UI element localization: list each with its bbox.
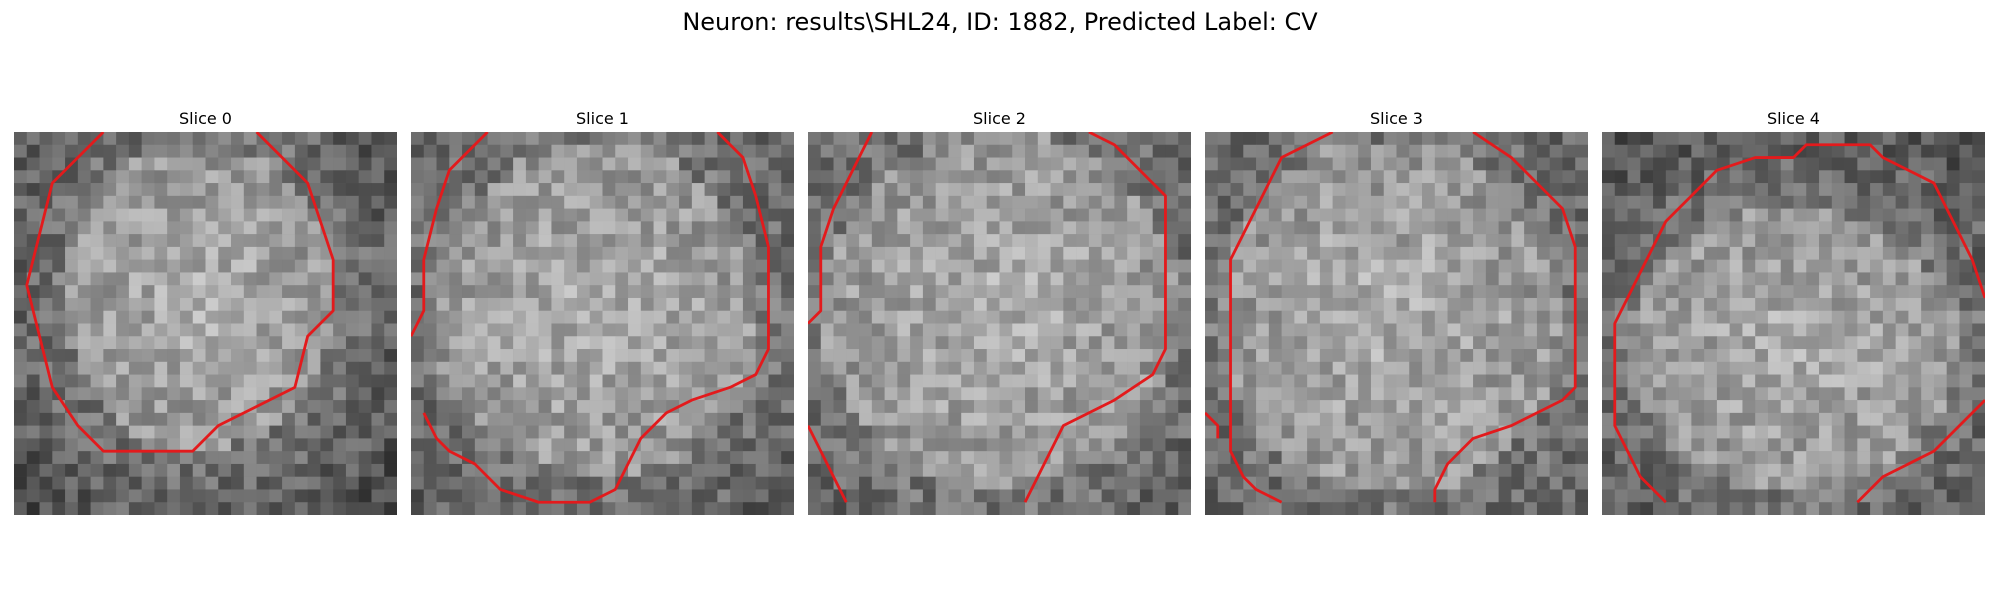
contour-line bbox=[1613, 143, 1985, 504]
slice-title: Slice 0 bbox=[179, 109, 232, 128]
contour-line bbox=[411, 132, 489, 337]
pixel-grid bbox=[808, 132, 1191, 515]
slice-panel-3: Slice 3 bbox=[1205, 108, 1588, 515]
pixel-grid bbox=[411, 132, 794, 515]
slice-image bbox=[411, 132, 794, 515]
slice-image bbox=[1205, 132, 1588, 515]
slice-title: Slice 3 bbox=[1370, 109, 1423, 128]
slice-image bbox=[1602, 132, 1985, 515]
contour-line bbox=[1856, 399, 1985, 504]
slice-panel-4: Slice 4 bbox=[1602, 108, 1985, 515]
figure-title: Neuron: results\SHL24, ID: 1882, Predict… bbox=[682, 8, 1318, 36]
slice-image bbox=[808, 132, 1191, 515]
slice-title: Slice 2 bbox=[973, 109, 1026, 128]
slice-panel-2: Slice 2 bbox=[808, 108, 1191, 515]
contour-line bbox=[808, 132, 874, 325]
contour-line bbox=[1433, 132, 1577, 503]
pixel-grid bbox=[1205, 132, 1588, 515]
slice-panel-1: Slice 1 bbox=[411, 108, 794, 515]
pixel-grid bbox=[14, 132, 397, 515]
contour-line bbox=[422, 132, 770, 504]
slice-panel-0: Slice 0 bbox=[14, 108, 397, 515]
slice-title: Slice 1 bbox=[576, 109, 629, 128]
contour-line bbox=[1205, 411, 1220, 439]
contour-line bbox=[808, 425, 848, 503]
contour-line bbox=[1229, 132, 1334, 504]
slice-image bbox=[14, 132, 397, 515]
contour-line bbox=[1023, 132, 1167, 503]
slice-title: Slice 4 bbox=[1767, 109, 1820, 128]
contour-line bbox=[25, 132, 335, 453]
pixel-grid bbox=[1602, 132, 1985, 515]
